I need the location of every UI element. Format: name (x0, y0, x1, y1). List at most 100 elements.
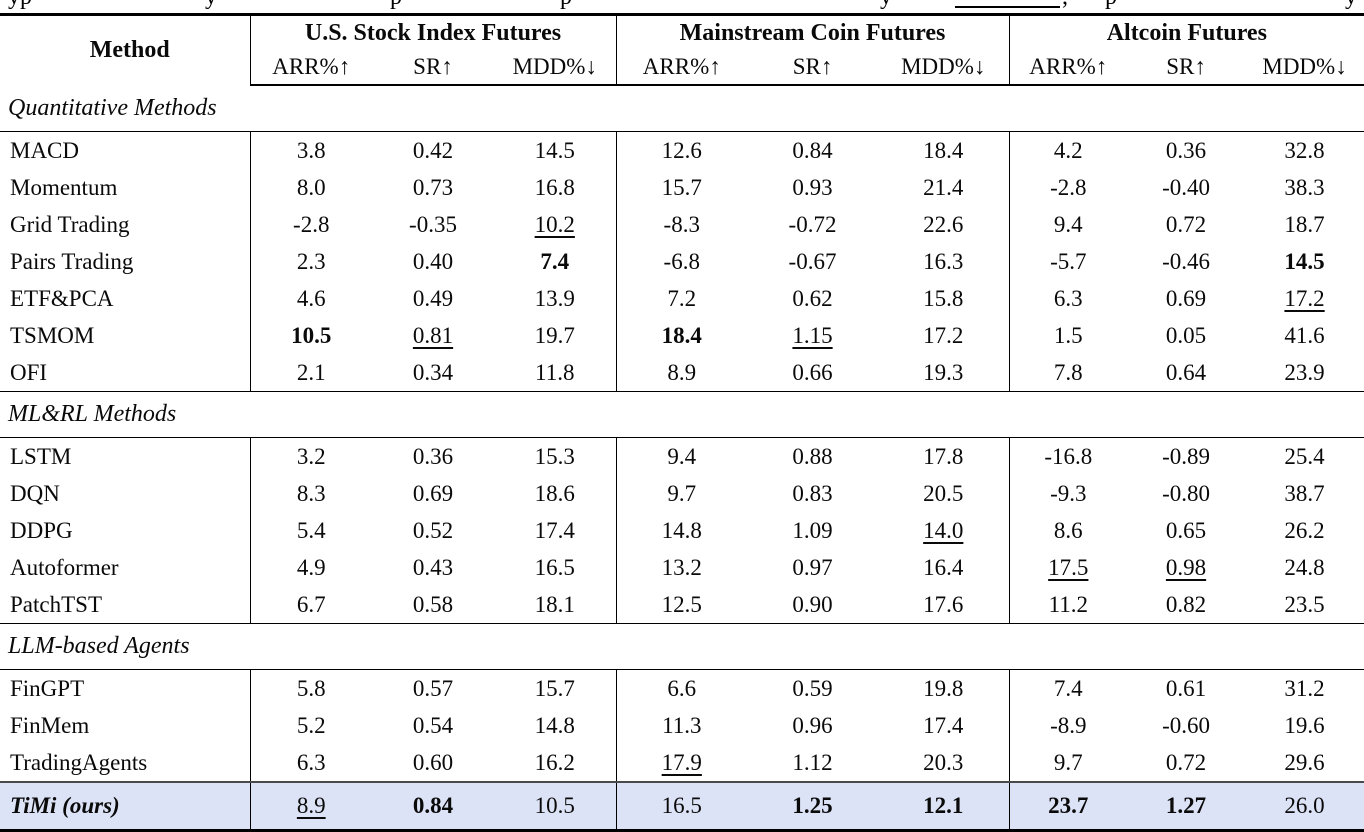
section-2: ML&RL Methods LSTM 3.2 0.36 15.3 9.4 0.8… (0, 391, 1364, 624)
metric-value: -8.3 (615, 206, 748, 243)
metric-value: 4.2 (1008, 131, 1128, 169)
metric-value: 15.3 (534, 443, 575, 469)
clipped-caption-line: ypyppy,py (0, 0, 1364, 13)
metric-value: 15.7 (615, 169, 748, 206)
metric-value: 17.9 (615, 744, 748, 783)
metric-value: 0.34 (372, 354, 494, 392)
metric-value: 1.27 (1127, 781, 1246, 831)
table-header: Method U.S. Stock Index Futures Mainstre… (0, 14, 1364, 86)
metric-value: 16.5 (615, 781, 748, 831)
metric-value: 0.84 (372, 781, 494, 831)
metric-value: 17.6 (878, 586, 1010, 624)
metric-value: 0.65 (1165, 517, 1207, 543)
metric-value: 4.6 (249, 280, 372, 317)
metric-value: 10.5 (494, 781, 617, 831)
metric-value: 19.6 (1284, 712, 1325, 738)
metric-value: 23.9 (1245, 354, 1364, 392)
metric-value: 11.3 (615, 707, 748, 744)
metric-value: 17.8 (923, 443, 964, 469)
table-row: DQN 8.3 0.69 18.6 9.7 0.83 20.5 -9.3 -0.… (0, 475, 1364, 512)
metric-header-arr: ARR%↑ (249, 50, 372, 86)
metric-value: 12.1 (878, 781, 1010, 831)
clipped-text-fragment: p (390, 0, 402, 11)
clipped-text-fragment: p (1105, 0, 1117, 11)
metric-value: -0.60 (1162, 712, 1210, 738)
table-row: Grid Trading -2.8 -0.35 10.2 -8.3 -0.72 … (0, 206, 1364, 243)
metric-value: 0.40 (412, 248, 454, 274)
results-table: Method U.S. Stock Index Futures Mainstre… (0, 13, 1364, 832)
metric-value: 16.4 (923, 554, 964, 580)
metric-value: 18.1 (494, 586, 617, 624)
metric-value: 41.6 (1284, 322, 1325, 348)
metric-value: -0.72 (788, 211, 837, 237)
metric-value: -9.3 (1008, 475, 1128, 512)
metric-value: 0.88 (792, 443, 833, 469)
method-cell: OFI (0, 354, 250, 392)
metric-value: 0.97 (792, 554, 833, 580)
metric-value: 10.5 (249, 317, 372, 354)
metric-value: 16.2 (494, 744, 617, 783)
clipped-text-fragment: y (880, 0, 892, 11)
metric-value: 7.4 (540, 248, 570, 274)
clipped-text-fragment: y (1345, 0, 1357, 11)
metric-value: 6.3 (1008, 280, 1128, 317)
metric-value: 0.93 (792, 174, 833, 200)
metric-value: 0.59 (792, 675, 833, 701)
metric-value: 8.0 (249, 169, 372, 206)
metric-value: -0.35 (409, 211, 457, 237)
table-row: PatchTST 6.7 0.58 18.1 12.5 0.90 17.6 11… (0, 586, 1364, 624)
metric-value: 22.6 (923, 211, 964, 237)
metric-value: 19.7 (534, 322, 575, 348)
metric-value: 18.4 (923, 137, 964, 163)
metric-value: 6.6 (615, 669, 748, 707)
clipped-text-fragment: p (560, 0, 572, 11)
metric-value: 2.3 (249, 243, 372, 280)
metric-value: 23.5 (1245, 586, 1364, 624)
metric-value: 14.5 (1284, 248, 1325, 274)
method-cell: MACD (10, 137, 80, 163)
section-3: LLM-based Agents FinGPT 5.8 0.57 15.7 6.… (0, 623, 1364, 783)
metric-value: 12.5 (615, 586, 748, 624)
metric-value: 0.90 (747, 586, 879, 624)
metric-header-sr: SR↑ (1127, 50, 1246, 86)
table-row: OFI 2.1 0.34 11.8 8.9 0.66 19.3 7.8 0.64… (0, 354, 1364, 392)
table-row: MACD 3.8 0.42 14.5 12.6 0.84 18.4 4.2 0.… (0, 131, 1364, 169)
metric-value: 23.7 (1008, 781, 1128, 831)
metric-value: 0.98 (1165, 554, 1207, 580)
metric-header-arr: ARR%↑ (1008, 50, 1128, 86)
section-title: LLM-based Agents (0, 623, 1364, 670)
metric-value: 0.72 (1165, 211, 1207, 237)
metric-value: 0.61 (1165, 675, 1207, 701)
metric-value: 9.7 (615, 475, 748, 512)
metric-value: 13.2 (615, 549, 748, 586)
metric-value: 19.3 (878, 354, 1010, 392)
table-row: DDPG 5.4 0.52 17.4 14.8 1.09 14.0 8.6 0.… (0, 512, 1364, 549)
metric-value: 17.4 (923, 712, 964, 738)
method-cell: Momentum (10, 174, 118, 200)
metric-value: 1.09 (792, 517, 833, 543)
metric-value: 18.4 (615, 317, 748, 354)
metric-value: 0.57 (412, 675, 454, 701)
metric-value: 9.4 (1008, 206, 1128, 243)
metric-value: 3.2 (249, 437, 372, 475)
metric-value: 5.8 (249, 669, 372, 707)
metric-value: 9.4 (615, 437, 748, 475)
metric-value: 25.4 (1284, 443, 1325, 469)
metric-value: 16.3 (923, 248, 964, 274)
metric-value: 6.7 (249, 586, 372, 624)
metric-value: 17.2 (1284, 285, 1325, 311)
method-cell: TSMOM (10, 322, 95, 348)
metric-value: 0.60 (372, 744, 494, 783)
metric-value: 15.7 (534, 675, 575, 701)
metric-value: -2.8 (249, 206, 372, 243)
metric-value: -8.9 (1008, 707, 1128, 744)
method-cell: Grid Trading (10, 211, 130, 237)
clipped-text-fragment: y (205, 0, 217, 11)
metric-value: 21.4 (923, 174, 964, 200)
metric-value: -0.46 (1162, 248, 1210, 274)
metric-value: 17.5 (1008, 549, 1128, 586)
metric-value: -2.8 (1008, 169, 1128, 206)
metric-value: 0.36 (1165, 137, 1207, 163)
group-header-us-stock: U.S. Stock Index Futures (249, 14, 617, 50)
